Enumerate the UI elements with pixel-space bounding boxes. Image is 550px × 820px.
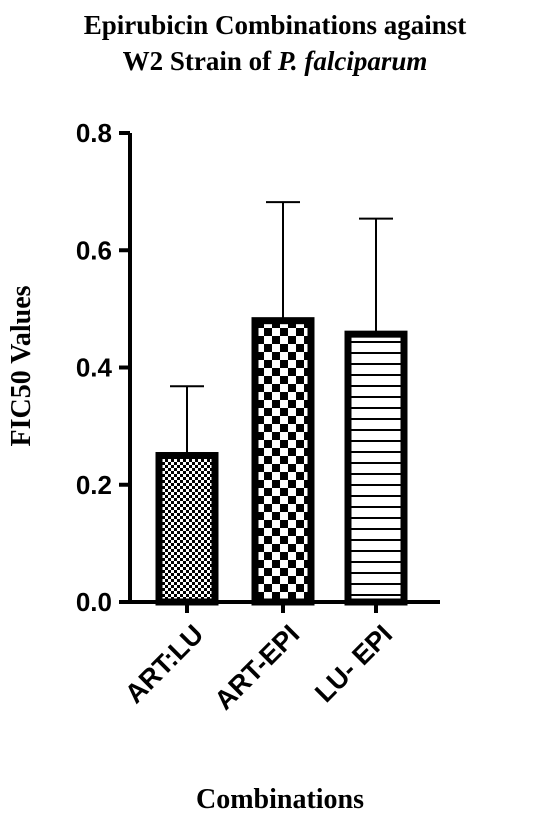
bar-1	[251, 317, 315, 606]
chart-title-line2-prefix: W2 Strain of	[123, 46, 278, 76]
x-axis-label: Combinations	[196, 784, 364, 815]
bar-0	[155, 452, 219, 606]
y-tick-label-0: 0.0	[76, 587, 112, 617]
y-tick-label-3: 0.6	[76, 235, 112, 265]
x-tick-label-1: ART-EPI	[209, 619, 306, 716]
x-tick-label-2: LU- EPI	[309, 619, 398, 708]
x-tick-label-0: ART:LU	[119, 619, 209, 709]
chart-title-line2: W2 Strain of P. falciparum	[123, 46, 428, 76]
y-tick-label-1: 0.2	[76, 470, 112, 500]
chart-title-line1: Epirubicin Combinations against	[84, 10, 467, 40]
y-tick-label-4: 0.8	[76, 118, 112, 148]
plot-area: ART:LU ART-EPI LU- EPI 0.0 0.2 0.4 0.6 0.8	[76, 118, 440, 716]
bar-2	[344, 330, 408, 606]
chart-title-line2-italic: P. falciparum	[277, 46, 428, 76]
y-axis-label: FIC50 Values	[6, 285, 37, 446]
y-tick-label-2: 0.4	[76, 353, 113, 383]
